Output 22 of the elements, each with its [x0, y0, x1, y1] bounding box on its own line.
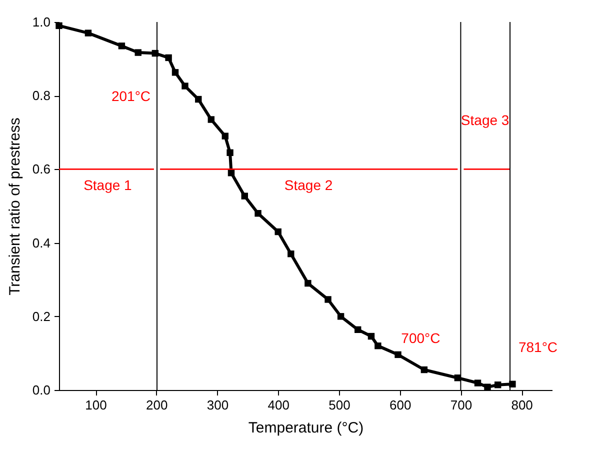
x-tick-label: 300	[206, 398, 229, 412]
y-tick-label: 0.0	[32, 382, 50, 398]
annotation: Stage 1	[84, 177, 132, 194]
x-tick-label: 800	[511, 398, 533, 412]
x-axis-title: Temperature (°C)	[248, 420, 364, 436]
x-tick-label: 100	[85, 398, 107, 412]
annotation: 201°C	[111, 88, 151, 104]
annotation: 781°C	[518, 339, 558, 356]
annotation: Stage 3	[460, 112, 510, 128]
x-tick-label: 700	[450, 398, 472, 412]
annotation: Stage 2	[284, 177, 333, 194]
y-tick-label: 0.8	[32, 88, 50, 104]
x-tick-label: 200	[146, 398, 168, 412]
y-tick-label: 0.4	[32, 235, 50, 250]
y-tick-label: 0.6	[32, 162, 50, 177]
annotation: 700°C	[401, 330, 440, 346]
x-tick-label: 400	[268, 398, 290, 412]
y-axis-title: Transient ratio of prestress	[6, 118, 24, 296]
y-tick-label: 1.0	[32, 14, 50, 30]
x-tick-label: 600	[389, 398, 412, 412]
x-tick-label: 500	[328, 398, 350, 412]
y-tick-label: 0.2	[32, 308, 50, 324]
